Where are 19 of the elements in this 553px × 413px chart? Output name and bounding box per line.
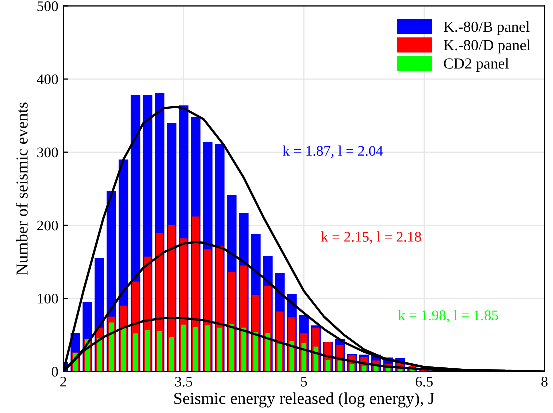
y-tick-label: 400 — [37, 74, 58, 84]
x-axis-title: Seismic energy released (log energy), J — [174, 392, 434, 408]
x-tick-label: 8 — [542, 376, 548, 387]
y-tick-label: 200 — [38, 220, 58, 231]
x-tick-label: 3.5 — [175, 377, 192, 387]
y-tick-label: 300 — [38, 148, 58, 158]
x-tick-label: 2 — [60, 377, 66, 387]
x-tick-label: 5 — [301, 377, 308, 387]
x-tick-label: 6.5 — [416, 377, 433, 387]
y-tick-label: 100 — [38, 294, 58, 304]
y-axis-title: Number of seismic events — [16, 102, 28, 276]
legend-label: K.-80/B panel — [444, 21, 530, 36]
annotation: k = 1.87, l = 2.04 — [282, 146, 384, 158]
annotation: k = 2.15, l = 2.18 — [321, 232, 422, 244]
legend-label: CD2 panel — [444, 58, 510, 72]
annotation: k = 1.98, l = 1.85 — [398, 310, 498, 323]
y-tick-label: 500 — [38, 2, 58, 12]
legend-label: K.-80/D panel — [444, 40, 531, 54]
y-tick-label: 0 — [52, 367, 58, 377]
